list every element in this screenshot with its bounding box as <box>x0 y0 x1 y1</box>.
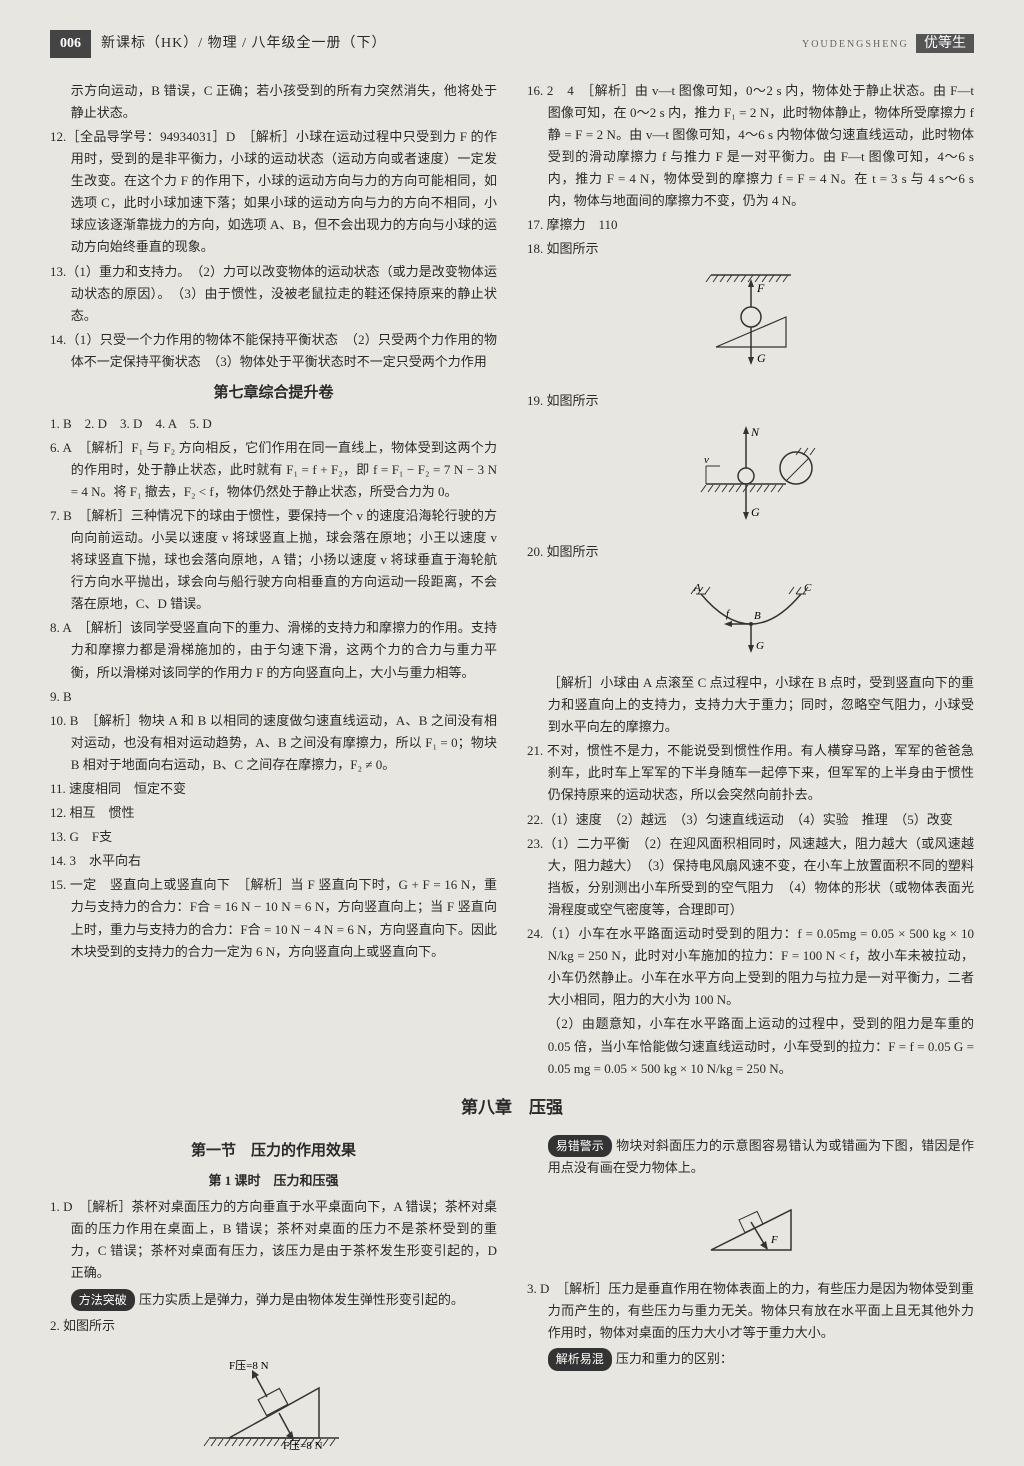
tip-line: 解析易混压力和重力的区别： <box>548 1348 974 1370</box>
answer-item: 1. B 2. D 3. D 4. A 5. D <box>50 413 497 435</box>
svg-text:B: B <box>754 610 761 622</box>
answer-item: 7. B ［解析］三种情况下的球由于惯性，要保持一个 v 的速度沿海轮行驶的方向… <box>50 505 497 615</box>
answer-item: 6. A ［解析］F₁ 与 F₂ 方向相反，它们作用在同一直线上，物体受到这两个… <box>50 437 497 503</box>
section-title: 第一节 压力的作用效果 <box>50 1139 497 1165</box>
answer-item: 21. 不对，惯性不是力，不能说受到惯性作用。有人横穿马路，军军的爸爸急刹车，此… <box>527 740 974 806</box>
header-left: 006 新课标（HK）/ 物理 / 八年级全一册（下） <box>50 30 387 58</box>
svg-text:G: G <box>751 505 760 519</box>
answer-item: 24.（1）小车在水平路面运动时受到的阻力：f = 0.05mg = 0.05 … <box>527 923 974 1011</box>
svg-text:G: G <box>756 640 764 652</box>
answer-item: 18. 如图所示 <box>527 238 974 260</box>
tip-badge: 易错警示 <box>548 1135 612 1157</box>
chapter8-left-column: 第一节 压力的作用效果第 1 课时 压力和压强 1. D ［解析］茶杯对桌面压力的… <box>50 1131 497 1466</box>
answer-item: 13. G F支 <box>50 826 497 848</box>
answer-item: 16. 2 4 ［解析］由 v—t 图像可知，0～2 s 内，物体处于静止状态。… <box>527 80 974 213</box>
svg-text:C: C <box>804 582 812 594</box>
svg-text:N: N <box>750 425 760 439</box>
page-number: 006 <box>50 30 91 58</box>
answer-item: 19. 如图所示 <box>527 390 974 412</box>
header-right: YOUDENGSHENG 优等生 <box>802 32 974 56</box>
chapter8-title: 第八章 压强 <box>50 1094 974 1123</box>
tip-line: 易错警示物块对斜面压力的示意图容易错认为或错画为下图，错因是作用点没有画在受力物… <box>548 1135 974 1179</box>
svg-text:F: F <box>770 1234 778 1246</box>
answer-item: 14. 3 水平向右 <box>50 850 497 872</box>
answer-item: 17. 摩擦力 110 <box>527 214 974 236</box>
diagram-figwarn: F <box>527 1185 974 1272</box>
answer-item: 10. B ［解析］物块 A 和 B 以相同的速度做匀速直线运动，A、B 之间没… <box>50 710 497 776</box>
answer-item: 14.（1）只受一个力作用的物体不能保持平衡状态 （2）只受两个力作用的物体不一… <box>50 329 497 373</box>
main-columns: 示方向运动，B 错误，C 正确；若小孩受到的所有力突然消失，他将处于静止状态。1… <box>50 80 974 1082</box>
answer-item: 13.（1）重力和支持力。 （2）力可以改变物体的运动状态（或力是改变物体运动状… <box>50 261 497 327</box>
section-title: 第七章综合提升卷 <box>50 381 497 407</box>
svg-text:v: v <box>704 454 709 466</box>
svg-text:F压=8 N: F压=8 N <box>229 1359 269 1372</box>
svg-text:A: A <box>693 582 701 594</box>
diagram-fig18: F G <box>527 267 974 384</box>
book-title: 新课标（HK）/ 物理 / 八年级全一册（下） <box>101 32 387 56</box>
answer-item: 8. A ［解析］该同学受竖直向下的重力、滑梯的支持力和摩擦力的作用。支持力和摩… <box>50 617 497 683</box>
svg-text:F压=8 N: F压=8 N <box>283 1439 323 1452</box>
diagram-fig19: N G v <box>527 418 974 535</box>
svg-text:G: G <box>757 351 766 365</box>
svg-text:F: F <box>756 281 765 295</box>
diagram-fig20: A C B f G <box>527 569 974 666</box>
answer-item: 3. D ［解析］压力是垂直作用在物体表面上的力，有些压力是因为物体受到重力而产… <box>527 1278 974 1344</box>
tip-line: 方法突破压力实质上是弹力，弹力是由物体发生弹性形变引起的。 <box>71 1289 497 1311</box>
answer-item: 15. 一定 竖直向上或竖直向下 ［解析］当 F 竖直向下时，G + F = 1… <box>50 874 497 962</box>
sub-title: 第 1 课时 压力和压强 <box>50 1170 497 1192</box>
answer-item: 12.［全品导学号：94934031］D ［解析］小球在运动过程中只受到力 F … <box>50 126 497 259</box>
tip-badge: 解析易混 <box>548 1348 612 1370</box>
answer-item: 20. 如图所示 <box>527 541 974 563</box>
chapter8-columns: 第一节 压力的作用效果第 1 课时 压力和压强 1. D ［解析］茶杯对桌面压力的… <box>50 1131 974 1466</box>
tip-badge: 方法突破 <box>71 1289 135 1311</box>
answer-item: 23.（1）二力平衡 （2）在迎风面积相同时，风速越大，阻力越大（或风速越大，阻… <box>527 833 974 921</box>
left-column: 示方向运动，B 错误，C 正确；若小孩受到的所有力突然消失，他将处于静止状态。1… <box>50 80 497 1082</box>
diagram-fig2: F压=8 N F压=8 N <box>50 1343 497 1460</box>
page-header: 006 新课标（HK）/ 物理 / 八年级全一册（下） YOUDENGSHENG… <box>50 30 974 62</box>
answer-item: 12. 相互 惯性 <box>50 802 497 824</box>
answer-item: 9. B <box>50 686 497 708</box>
answer-continuation: （2）由题意知，小车在水平路面上运动的过程中，受到的阻力是车重的 0.05 倍，… <box>527 1013 974 1079</box>
answer-item: 22.（1）速度 （2）越远 （3）匀速直线运动 （4）实验 推理 （5）改变 <box>527 809 974 831</box>
answer-continuation: ［解析］小球由 A 点滚至 C 点过程中，小球在 B 点时，受到竖直向下的重力和… <box>527 672 974 738</box>
answer-item: 11. 速度相同 恒定不变 <box>50 778 497 800</box>
chapter8-right-column: 易错警示物块对斜面压力的示意图容易错认为或错画为下图，错因是作用点没有画在受力物… <box>527 1131 974 1466</box>
brand-pinyin: YOUDENGSHENG <box>802 39 909 50</box>
answer-continuation: 示方向运动，B 错误，C 正确；若小孩受到的所有力突然消失，他将处于静止状态。 <box>50 80 497 124</box>
answer-item: 1. D ［解析］茶杯对桌面压力的方向垂直于水平桌面向下，A 错误；茶杯对桌面的… <box>50 1196 497 1284</box>
answer-item: 2. 如图所示 <box>50 1315 497 1337</box>
right-column: 16. 2 4 ［解析］由 v—t 图像可知，0～2 s 内，物体处于静止状态。… <box>527 80 974 1082</box>
brand-label: 优等生 <box>916 34 974 53</box>
